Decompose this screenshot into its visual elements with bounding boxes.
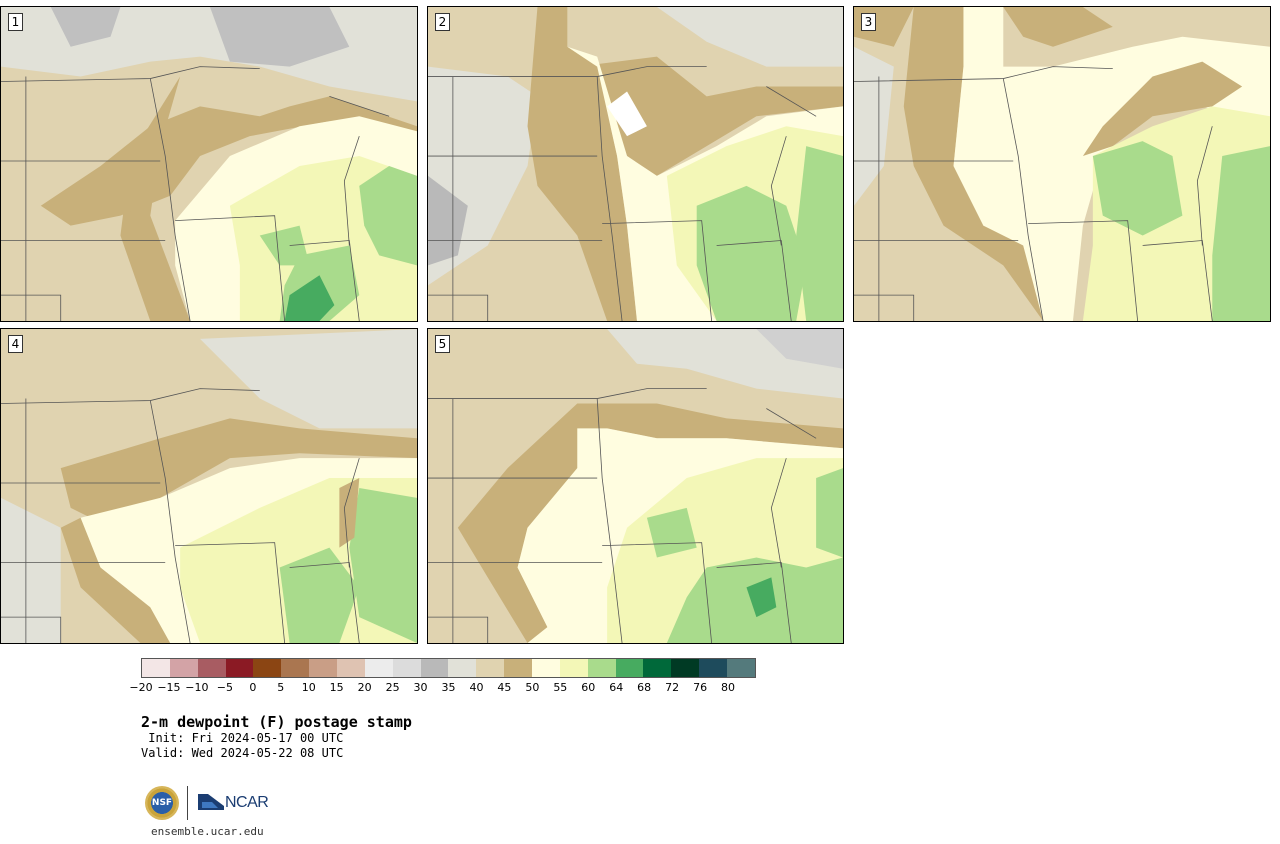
colorbar-swatch <box>253 659 282 677</box>
colorbar-swatch <box>727 659 755 677</box>
panel-number-3: 3 <box>861 13 876 31</box>
dewpoint-map-4 <box>1 329 417 643</box>
colorbar-swatch <box>448 659 477 677</box>
colorbar-swatch <box>392 659 421 677</box>
colorbar-tick-label: 80 <box>721 681 736 694</box>
valid-time: Valid: Wed 2024-05-22 08 UTC <box>141 746 344 760</box>
colorbar-tick-label: 68 <box>637 681 652 694</box>
colorbar-tick-label: 35 <box>441 681 456 694</box>
colorbar-tick-label: 55 <box>553 681 568 694</box>
colorbar-swatch <box>504 659 533 677</box>
panel-number-2: 2 <box>435 13 450 31</box>
colorbar-tick-label: 72 <box>665 681 680 694</box>
colorbar-tick-label: 15 <box>329 681 344 694</box>
dewpoint-map-2 <box>428 7 843 321</box>
dewpoint-colorbar <box>141 658 756 678</box>
colorbar-swatch <box>559 659 588 677</box>
postage-stamp-map-5: 5 <box>427 328 844 644</box>
logo-divider <box>187 786 188 820</box>
nsf-logo: NSF <box>145 786 179 820</box>
panel-number-5: 5 <box>435 335 450 353</box>
postage-stamp-map-4: 4 <box>0 328 418 644</box>
colorbar-tick-label: 5 <box>277 681 285 694</box>
logo-group: NSF NCAR <box>145 786 275 822</box>
colorbar-tick-label: 60 <box>581 681 596 694</box>
colorbar-swatch <box>225 659 254 677</box>
postage-stamp-map-3: 3 <box>853 6 1271 322</box>
postage-stamp-map-2: 2 <box>427 6 844 322</box>
figure-title: 2-m dewpoint (F) postage stamp <box>141 713 412 731</box>
colorbar-swatch <box>699 659 728 677</box>
colorbar-swatch <box>142 659 170 677</box>
colorbar-swatch <box>337 659 365 677</box>
panel-number-4: 4 <box>8 335 23 353</box>
colorbar-tick-label: 64 <box>609 681 624 694</box>
colorbar-tick-label: 40 <box>469 681 484 694</box>
dewpoint-map-3 <box>854 7 1270 321</box>
colorbar-swatch <box>420 659 449 677</box>
colorbar-swatch <box>281 659 310 677</box>
colorbar-swatch <box>532 659 560 677</box>
colorbar-tick-label: −5 <box>216 681 233 694</box>
colorbar-swatch <box>671 659 700 677</box>
colorbar-swatch <box>587 659 616 677</box>
colorbar-swatch <box>643 659 672 677</box>
colorbar-swatch <box>309 659 338 677</box>
colorbar-tick-label: 45 <box>497 681 512 694</box>
colorbar-swatch <box>364 659 393 677</box>
colorbar-tick-label: 30 <box>413 681 428 694</box>
init-time: Init: Fri 2024-05-17 00 UTC <box>141 731 344 745</box>
colorbar-swatch <box>615 659 644 677</box>
colorbar-tick-label: 76 <box>693 681 708 694</box>
colorbar-tick-label: 20 <box>357 681 372 694</box>
dewpoint-map-5 <box>428 329 843 643</box>
colorbar-swatch <box>169 659 198 677</box>
colorbar-tick-label: −15 <box>157 681 181 694</box>
colorbar-tick-label: 50 <box>525 681 540 694</box>
colorbar-tick-label: −10 <box>185 681 209 694</box>
ncar-logo: NCAR <box>225 794 269 811</box>
colorbar-tick-label: 10 <box>301 681 316 694</box>
colorbar-tick-labels: −20 −15 −10 −5 0 5 10 15 20 25 30 35 40 45 50 55 60 64 68 7… <box>129 681 756 695</box>
panel-number-1: 1 <box>8 13 23 31</box>
dewpoint-map-1 <box>1 7 417 321</box>
colorbar-tick-label: 25 <box>385 681 400 694</box>
colorbar-swatch <box>476 659 505 677</box>
postage-stamp-map-1: 1 <box>0 6 418 322</box>
colorbar-tick-label: 0 <box>249 681 257 694</box>
ncar-mark-icon <box>198 794 224 810</box>
site-url: ensemble.ucar.edu <box>151 825 264 838</box>
colorbar-tick-label: −20 <box>129 681 153 694</box>
colorbar-swatch <box>197 659 226 677</box>
